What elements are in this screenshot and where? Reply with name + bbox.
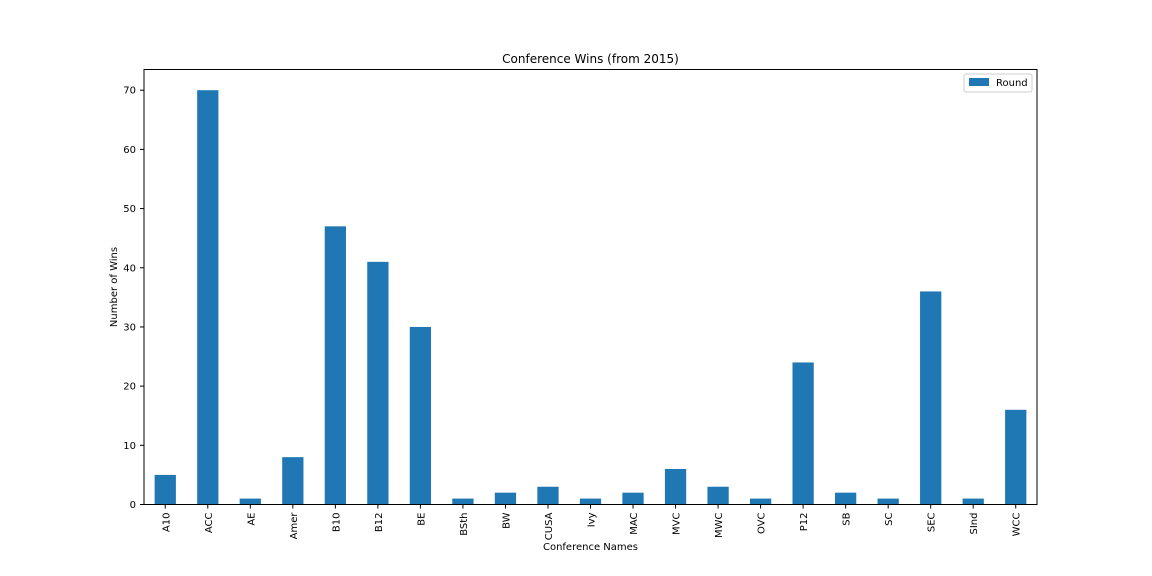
bar-sind <box>962 498 984 505</box>
y-tick-label: 60 <box>123 145 136 156</box>
bars-layer <box>154 90 1027 505</box>
bar-sec <box>920 291 942 505</box>
x-tick-label: BE <box>416 513 427 526</box>
chart-title: Conference Wins (from 2015) <box>502 52 679 66</box>
x-axis-label: Conference Names <box>543 542 638 553</box>
x-tick-label: SEC <box>927 512 938 532</box>
bar-sb <box>835 492 857 505</box>
x-tick-label: CUSA <box>544 512 555 540</box>
y-axis-label: Number of Wins <box>109 247 120 327</box>
bar-a10 <box>154 474 176 505</box>
bar-acc <box>197 90 219 505</box>
x-tick-label: WCC <box>1012 512 1023 536</box>
x-tick-label: Amer <box>289 512 300 540</box>
bar-ovc <box>749 498 772 505</box>
bar-amer <box>282 457 304 505</box>
x-tick-label: MVC <box>672 512 683 534</box>
bar-bw <box>494 492 517 505</box>
x-axis-ticks: A10 ACC AE Amer B10 B12 BE BSth BW CUSA Ivy MAC MVC M… <box>161 504 1023 540</box>
x-tick-label: B10 <box>331 513 342 533</box>
y-axis-ticks: 0 10 20 30 40 50 60 70 <box>123 86 144 511</box>
y-tick-label: 0 <box>130 500 136 511</box>
x-tick-label: P12 <box>799 513 810 532</box>
bar-mwc <box>707 486 729 505</box>
legend: Round <box>963 73 1033 93</box>
bar-cusa <box>537 486 559 505</box>
bar-bsth <box>452 498 474 505</box>
bar-b12 <box>367 261 389 505</box>
bar-b10 <box>324 226 346 505</box>
y-tick-label: 20 <box>123 382 136 393</box>
plot-frame <box>143 69 1038 505</box>
bar-wcc <box>1005 409 1027 505</box>
x-tick-label: SInd <box>969 513 980 535</box>
x-tick-label: AE <box>246 513 257 526</box>
x-tick-label: OVC <box>757 512 768 534</box>
x-tick-label: A10 <box>161 513 172 533</box>
y-tick-label: 10 <box>123 441 136 452</box>
bar-mvc <box>664 468 687 505</box>
x-tick-label: MWC <box>714 512 725 538</box>
bar-be <box>409 326 432 505</box>
x-tick-label: B12 <box>374 513 385 533</box>
y-tick-label: 50 <box>123 204 136 215</box>
bar-ae <box>239 498 261 505</box>
x-tick-label: Ivy <box>587 512 598 527</box>
x-tick-label: BSth <box>459 513 470 536</box>
bar-sc <box>877 498 899 505</box>
bar-mac <box>622 492 644 505</box>
legend-label: Round <box>996 78 1028 89</box>
bar-p12 <box>792 362 814 505</box>
x-tick-label: SB <box>842 512 853 525</box>
legend-swatch <box>969 78 989 86</box>
x-tick-label: BW <box>501 512 512 529</box>
y-tick-label: 70 <box>123 86 136 97</box>
x-tick-label: SC <box>884 512 895 525</box>
x-tick-label: ACC <box>204 512 215 533</box>
y-tick-label: 40 <box>123 263 136 274</box>
y-tick-label: 30 <box>123 322 136 333</box>
bar-ivy <box>579 498 602 505</box>
x-tick-label: MAC <box>629 512 640 534</box>
